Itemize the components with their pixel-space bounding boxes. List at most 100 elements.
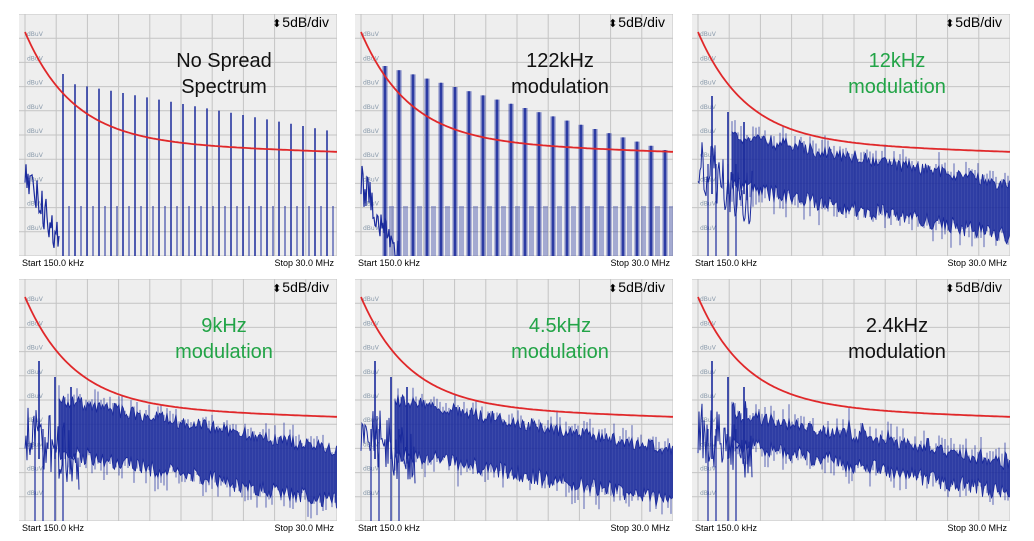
- panel-title: 2.4kHz modulation: [782, 313, 1012, 365]
- limit-line: [24, 31, 337, 153]
- spread-harmonic-minor: [599, 206, 604, 256]
- scale-label: ⬍5dB/div: [945, 279, 1002, 295]
- y-unit-label: dBuV: [700, 320, 717, 327]
- spread-harmonic-minor: [585, 206, 590, 256]
- y-unit-label: dBuV: [363, 417, 380, 424]
- scale-text: 5dB/div: [618, 279, 665, 295]
- y-unit-label: dBuV: [363, 320, 380, 327]
- limit-line: [24, 296, 337, 418]
- y-unit-label: dBuV: [363, 296, 380, 303]
- panel-title-line: modulation: [175, 341, 273, 363]
- emission-trace-lowfreq: [360, 410, 416, 484]
- spectrum-panel-9khz: dBuVdBuVdBuVdBuVdBuVdBuVdBuVdBuVdBuV⬍5dB…: [19, 279, 337, 535]
- start-frequency: Start 150.0 kHz: [695, 258, 758, 268]
- up-down-arrow-icon: ⬍: [608, 18, 618, 30]
- stop-frequency: Stop 30.0 MHz: [947, 523, 1007, 533]
- y-unit-label: dBuV: [363, 104, 380, 111]
- y-unit-label: dBuV: [27, 104, 44, 111]
- y-unit-label: dBuV: [700, 393, 717, 400]
- spread-harmonic-minor: [417, 206, 422, 256]
- scale-label: ⬍5dB/div: [272, 279, 329, 295]
- y-unit-label: dBuV: [27, 128, 44, 135]
- spread-harmonic-minor: [627, 206, 632, 256]
- y-unit-label: dBuV: [363, 80, 380, 87]
- panel-title: 12kHz modulation: [782, 48, 1012, 100]
- panel-title-line: Spectrum: [181, 76, 267, 98]
- spread-harmonic-minor: [613, 206, 618, 256]
- frequency-footer: Start 150.0 kHz Stop 30.0 MHz: [692, 521, 1010, 535]
- spectrum-panel-no-spread: dBuV dBuV dBuV dBuV dBuV dBuV dBuV dBuV dBuV ⬍5dB…: [19, 14, 337, 270]
- panel-title: No Spread Spectrum: [109, 48, 339, 100]
- spread-harmonic-minor: [403, 206, 408, 256]
- spread-harmonic-minor: [473, 206, 478, 256]
- emission-trace-lowfreq: [24, 164, 60, 249]
- y-unit-label: dBuV: [700, 55, 717, 62]
- frequency-footer: Start 150.0 kHz Stop 30.0 MHz: [692, 256, 1010, 270]
- panel-title-line: modulation: [848, 76, 946, 98]
- emission-trace-lowfreq: [697, 142, 753, 225]
- frequency-footer: Start 150.0 kHz Stop 30.0 MHz: [355, 521, 673, 535]
- panel-title-line: modulation: [848, 341, 946, 363]
- limit-line: [697, 296, 1010, 418]
- spread-harmonic-minor: [431, 206, 436, 256]
- up-down-arrow-icon: ⬍: [272, 283, 282, 295]
- spread-harmonic-minor: [389, 206, 394, 256]
- spread-harmonic-minor: [669, 206, 673, 256]
- spectrum-panel-4-5khz: dBuVdBuVdBuVdBuVdBuVdBuVdBuVdBuVdBuV⬍5dB…: [355, 279, 673, 535]
- start-frequency: Start 150.0 kHz: [22, 523, 85, 533]
- panel-title-line: 12kHz: [868, 50, 926, 72]
- spread-harmonic-minor: [641, 206, 646, 256]
- scale-text: 5dB/div: [282, 14, 329, 30]
- scale-label: ⬍5dB/div: [272, 14, 329, 30]
- spectrum-panel-122khz: dBuV dBuV dBuV dBuV dBuV dBuV dBuV dBuV dBuV ⬍5dB…: [355, 14, 673, 270]
- y-unit-label: dBuV: [700, 104, 717, 111]
- y-unit-label: dBuV: [363, 345, 380, 352]
- scale-label: ⬍5dB/div: [945, 14, 1002, 30]
- emission-trace-lowfreq: [697, 403, 753, 478]
- y-unit-label: dBuV: [27, 320, 44, 327]
- y-unit-label: dBuV: [700, 152, 717, 159]
- stop-frequency: Stop 30.0 MHz: [947, 258, 1007, 268]
- stop-frequency: Stop 30.0 MHz: [610, 258, 670, 268]
- panel-title-line: 2.4kHz: [865, 315, 929, 337]
- spread-harmonic-minor: [445, 206, 450, 256]
- panel-title-line: 4.5kHz: [528, 315, 592, 337]
- y-unit-label: dBuV: [27, 80, 44, 87]
- up-down-arrow-icon: ⬍: [272, 18, 282, 30]
- y-unit-label: dBuV: [27, 296, 44, 303]
- y-unit-label: dBuV: [27, 31, 44, 38]
- y-unit-label: dBuV: [363, 152, 380, 159]
- start-frequency: Start 150.0 kHz: [358, 258, 421, 268]
- y-unit-label: dBuV: [700, 417, 717, 424]
- y-unit-label: dBuV: [27, 345, 44, 352]
- y-unit-label: dBuV: [27, 393, 44, 400]
- spread-harmonic-minor: [487, 206, 492, 256]
- y-unit-label: dBuV: [700, 369, 717, 376]
- spread-harmonic-minor: [459, 206, 464, 256]
- y-unit-label: dBuV: [27, 369, 44, 376]
- spread-harmonic-minor: [501, 206, 506, 256]
- y-unit-label: dBuV: [363, 176, 380, 183]
- spread-harmonic-minor: [515, 206, 520, 256]
- panel-title-line: modulation: [511, 341, 609, 363]
- stop-frequency: Stop 30.0 MHz: [274, 258, 334, 268]
- spread-harmonic-minor: [529, 206, 534, 256]
- y-unit-label: dBuV: [27, 225, 44, 232]
- panel-title: 9kHz modulation: [109, 313, 339, 365]
- scale-text: 5dB/div: [618, 14, 665, 30]
- y-unit-label: dBuV: [363, 128, 380, 135]
- frequency-footer: Start 150.0 kHz Stop 30.0 MHz: [355, 256, 673, 270]
- stop-frequency: Stop 30.0 MHz: [274, 523, 334, 533]
- start-frequency: Start 150.0 kHz: [22, 258, 85, 268]
- frequency-footer: Start 150.0 kHz Stop 30.0 MHz: [19, 256, 337, 270]
- start-frequency: Start 150.0 kHz: [695, 523, 758, 533]
- scale-label: ⬍5dB/div: [608, 14, 665, 30]
- y-unit-label: dBuV: [700, 128, 717, 135]
- limit-line: [697, 31, 1010, 153]
- y-unit-label: dBuV: [27, 176, 44, 183]
